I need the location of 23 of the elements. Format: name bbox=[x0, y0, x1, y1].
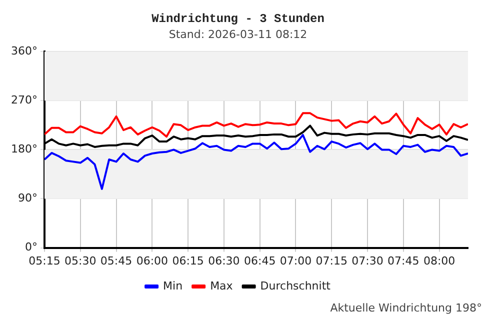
y-tick-label: 270° bbox=[10, 94, 38, 107]
chart-subtitle: Stand: 2026-03-11 08:12 bbox=[168, 28, 308, 41]
x-tick-label: 08:00 bbox=[423, 254, 456, 268]
x-tick-label: 06:30 bbox=[208, 254, 240, 268]
chart-title: Windrichtung - 3 Stunden bbox=[152, 12, 324, 26]
legend-label: Min bbox=[163, 279, 183, 292]
x-tick-label: 05:30 bbox=[64, 254, 96, 268]
x-tick-label: 06:15 bbox=[172, 254, 204, 268]
x-tick-label: 06:00 bbox=[136, 254, 168, 268]
legend-label: Max bbox=[210, 279, 234, 292]
x-tick-label: 07:45 bbox=[388, 254, 420, 268]
x-tick-label: 07:15 bbox=[316, 254, 348, 268]
legend-label: Durchschnitt bbox=[260, 279, 332, 292]
x-tick-label: 06:45 bbox=[244, 254, 276, 268]
x-tick-label: 07:30 bbox=[352, 254, 384, 268]
x-tick-label: 07:00 bbox=[280, 254, 312, 268]
text: Aktuelle Windrichtung 198° bbox=[330, 301, 482, 314]
y-tick-label: 0° bbox=[24, 240, 38, 254]
y-tick-label: 180° bbox=[10, 142, 38, 156]
y-tick-label: 90° bbox=[18, 192, 38, 205]
y-tick-label: 360° bbox=[10, 44, 38, 58]
x-tick-label: 05:45 bbox=[100, 254, 132, 268]
x-tick-label: 05:15 bbox=[28, 254, 60, 268]
